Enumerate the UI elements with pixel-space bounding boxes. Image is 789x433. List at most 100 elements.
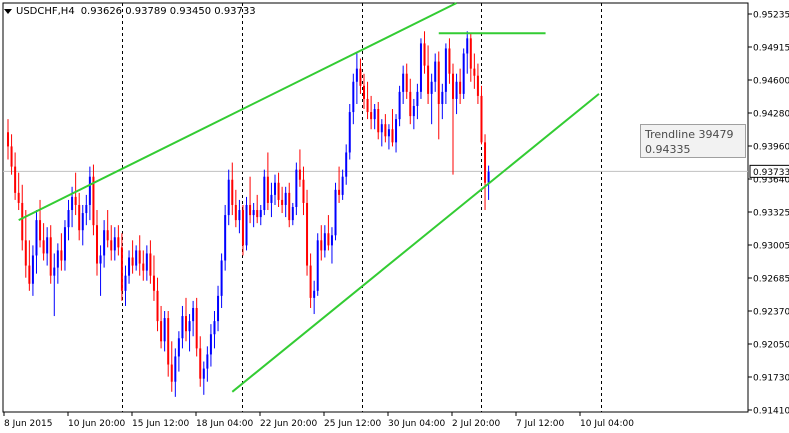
candle	[316, 233, 319, 296]
candle-body	[131, 257, 134, 266]
candle-body	[42, 240, 45, 254]
candle-body	[341, 176, 344, 195]
candle-body	[338, 189, 341, 195]
x-tick-label: 25 Jun 12:00	[324, 419, 381, 429]
candle	[441, 83, 444, 120]
candle-body	[252, 210, 255, 216]
candle	[241, 204, 244, 256]
candle-body	[35, 220, 38, 256]
candle	[281, 186, 284, 214]
y-tick-label: 0.94600	[753, 77, 789, 87]
candle-body	[348, 112, 351, 153]
candle	[430, 73, 433, 125]
candle	[452, 63, 454, 175]
candle-body	[170, 364, 173, 382]
candle	[459, 68, 462, 104]
candle-body	[227, 179, 230, 216]
candle	[341, 169, 344, 200]
candle-body	[199, 348, 202, 379]
candle	[249, 176, 252, 224]
candle	[298, 149, 301, 187]
candle-body	[373, 109, 376, 120]
candle-body	[327, 233, 330, 246]
candle	[480, 85, 483, 145]
candle-body	[398, 91, 401, 120]
candle	[177, 331, 180, 372]
candle-body	[60, 250, 63, 261]
candle-body	[455, 81, 458, 99]
candle	[49, 225, 52, 284]
candle	[145, 245, 148, 281]
candle-body	[110, 240, 113, 251]
candle	[128, 250, 131, 284]
candle-body	[217, 295, 220, 322]
candle-body	[380, 124, 383, 133]
candle-body	[288, 192, 291, 221]
trendline-layer[interactable]	[18, 2, 600, 393]
trendline-tooltip-value: 0.94335	[645, 143, 691, 156]
candle	[78, 192, 81, 241]
current-price-label: 0.93733	[753, 168, 789, 178]
candle-body	[377, 109, 380, 133]
candle	[448, 38, 451, 84]
candle-body	[412, 106, 415, 117]
trendline-channel-lower[interactable]	[231, 93, 600, 393]
candle	[416, 83, 419, 120]
trendline-channel-upper[interactable]	[18, 2, 458, 222]
candle-body	[480, 95, 483, 143]
chart-menu-arrow-icon[interactable]	[4, 8, 12, 14]
candle	[10, 134, 13, 175]
candle	[185, 297, 187, 342]
candle	[377, 101, 380, 140]
candle-layer	[7, 31, 490, 397]
candle	[469, 33, 472, 82]
x-tick-label: 15 Jun 12:00	[132, 419, 189, 429]
candle	[113, 227, 116, 261]
x-tick-label: 8 Jun 2015	[4, 419, 52, 429]
candle	[7, 119, 9, 160]
candle-body	[469, 38, 472, 69]
x-tick-label: 22 Jun 20:00	[260, 419, 317, 429]
candle	[231, 162, 234, 216]
ohlc-values: 0.93626 0.93789 0.93450 0.93733	[80, 5, 256, 17]
candle-body	[56, 250, 59, 268]
candle-body	[103, 230, 106, 256]
y-tick-label: 0.94280	[753, 110, 789, 120]
trendline-tooltip-name: Trendline 39479	[645, 128, 734, 141]
candle	[409, 78, 412, 125]
candle-body	[99, 255, 102, 264]
candle-body	[437, 61, 440, 104]
candle-body	[384, 124, 387, 137]
candle	[85, 194, 88, 226]
candle-body	[163, 318, 166, 342]
candle-body	[427, 65, 430, 94]
candle-body	[430, 81, 433, 94]
candle-body	[473, 68, 476, 76]
candle	[170, 341, 173, 392]
candle-body	[395, 119, 398, 143]
candle	[363, 73, 365, 110]
candle	[252, 202, 255, 228]
candle-body	[206, 354, 209, 369]
candle-body	[220, 260, 223, 296]
candle	[373, 103, 376, 130]
candle	[174, 348, 177, 397]
y-tick-label: 0.93325	[753, 209, 789, 219]
candle	[81, 204, 84, 246]
candle-body	[17, 192, 20, 203]
candle	[256, 194, 259, 224]
candle	[291, 202, 294, 226]
candle	[213, 311, 216, 349]
candle-body	[14, 166, 17, 193]
candle-body	[284, 192, 287, 205]
candle	[387, 124, 390, 150]
candle-body	[31, 255, 34, 284]
candle	[384, 114, 387, 143]
candle-body	[448, 48, 451, 74]
candle	[202, 361, 205, 395]
candle	[345, 144, 348, 185]
candle-body	[85, 204, 88, 214]
candle	[277, 172, 280, 207]
